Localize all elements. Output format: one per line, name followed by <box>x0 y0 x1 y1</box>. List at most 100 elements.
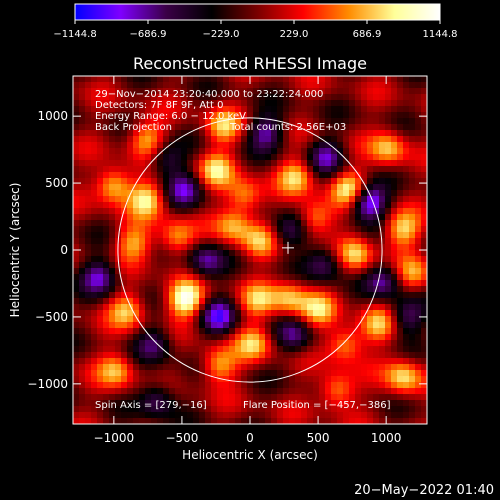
heatmap-cell <box>211 310 218 317</box>
heatmap-cell <box>289 244 296 251</box>
heatmap-cell <box>79 118 86 125</box>
heatmap-cell <box>301 226 308 233</box>
heatmap-cell <box>271 250 278 257</box>
heatmap-cell <box>403 364 410 371</box>
heatmap-cell <box>181 358 188 365</box>
heatmap-cell <box>331 136 338 143</box>
heatmap-cell <box>211 262 218 269</box>
heatmap-cell <box>223 298 230 305</box>
heatmap-cell <box>421 364 427 371</box>
heatmap-cell <box>385 160 392 167</box>
heatmap-cell <box>229 370 236 377</box>
heatmap-cell <box>367 202 374 209</box>
heatmap-cell <box>73 118 80 125</box>
heatmap-cell <box>319 82 326 89</box>
heatmap-cell <box>361 322 368 329</box>
heatmap-cell <box>187 292 194 299</box>
heatmap-cell <box>373 142 380 149</box>
heatmap-cell <box>193 376 200 383</box>
heatmap-cell <box>283 286 290 293</box>
heatmap-cell <box>205 148 212 155</box>
heatmap-cell <box>217 262 224 269</box>
heatmap-cell <box>223 190 230 197</box>
heatmap-cell <box>349 190 356 197</box>
heatmap-cell <box>421 328 427 335</box>
heatmap-cell <box>139 232 146 239</box>
heatmap-cell <box>277 376 284 383</box>
heatmap-cell <box>115 226 122 233</box>
heatmap-cell <box>337 160 344 167</box>
heatmap-cell <box>325 352 332 359</box>
heatmap-cell <box>271 166 278 173</box>
heatmap-cell <box>163 364 170 371</box>
heatmap-cell <box>193 262 200 269</box>
heatmap-cell <box>313 250 320 257</box>
heatmap-cell <box>73 322 80 329</box>
heatmap-cell <box>121 142 128 149</box>
heatmap-cell <box>133 112 140 119</box>
heatmap-cell <box>295 82 302 89</box>
heatmap-cell <box>349 310 356 317</box>
heatmap-cell <box>289 124 296 131</box>
heatmap-cell <box>229 304 236 311</box>
heatmap-cell <box>163 322 170 329</box>
heatmap-cell <box>379 382 386 389</box>
heatmap-cell <box>277 226 284 233</box>
heatmap-cell <box>139 358 146 365</box>
heatmap-cell <box>133 178 140 185</box>
heatmap-cell <box>145 160 152 167</box>
heatmap-cell <box>253 154 260 161</box>
heatmap-cell <box>91 352 98 359</box>
heatmap-cell <box>253 394 260 401</box>
heatmap-cell <box>163 82 170 89</box>
info-method: Back Projection <box>95 122 172 133</box>
heatmap-cell <box>157 154 164 161</box>
heatmap-cell <box>379 388 386 395</box>
heatmap-cell <box>277 100 284 107</box>
heatmap-cell <box>97 142 104 149</box>
heatmap-cell <box>181 202 188 209</box>
heatmap-cell <box>391 136 398 143</box>
heatmap-cell <box>385 310 392 317</box>
heatmap-cell <box>253 352 260 359</box>
heatmap-cell <box>187 322 194 329</box>
heatmap-cell <box>325 274 332 281</box>
heatmap-cell <box>85 220 92 227</box>
heatmap-cell <box>277 196 284 203</box>
heatmap-cell <box>247 226 254 233</box>
heatmap-cell <box>79 292 86 299</box>
heatmap-cell <box>355 292 362 299</box>
heatmap-cell <box>115 304 122 311</box>
heatmap-cell <box>307 352 314 359</box>
heatmap-cell <box>271 310 278 317</box>
heatmap-cell <box>337 184 344 191</box>
heatmap-cell <box>307 82 314 89</box>
heatmap-cell <box>199 226 206 233</box>
heatmap-cell <box>121 232 128 239</box>
heatmap-cell <box>361 298 368 305</box>
heatmap-cell <box>385 166 392 173</box>
heatmap-cell <box>157 346 164 353</box>
y-tick-label: −1000 <box>27 377 68 391</box>
heatmap-cell <box>115 340 122 347</box>
heatmap-cell <box>241 406 248 413</box>
heatmap-cell <box>181 166 188 173</box>
heatmap-cell <box>181 352 188 359</box>
heatmap-cell <box>331 418 338 424</box>
heatmap-cell <box>361 328 368 335</box>
heatmap-cell <box>235 196 242 203</box>
heatmap-cell <box>259 400 266 407</box>
heatmap-cell <box>169 328 176 335</box>
colorbar-tick-label: 1144.8 <box>423 29 458 40</box>
heatmap-cell <box>199 310 206 317</box>
heatmap-cell <box>127 154 134 161</box>
heatmap-cell <box>271 364 278 371</box>
heatmap-cell <box>295 340 302 347</box>
heatmap-cell <box>79 298 86 305</box>
heatmap-cell <box>187 334 194 341</box>
heatmap-cell <box>181 322 188 329</box>
heatmap-cell <box>187 262 194 269</box>
heatmap-cell <box>157 208 164 215</box>
heatmap-cell <box>385 382 392 389</box>
heatmap-cell <box>271 352 278 359</box>
